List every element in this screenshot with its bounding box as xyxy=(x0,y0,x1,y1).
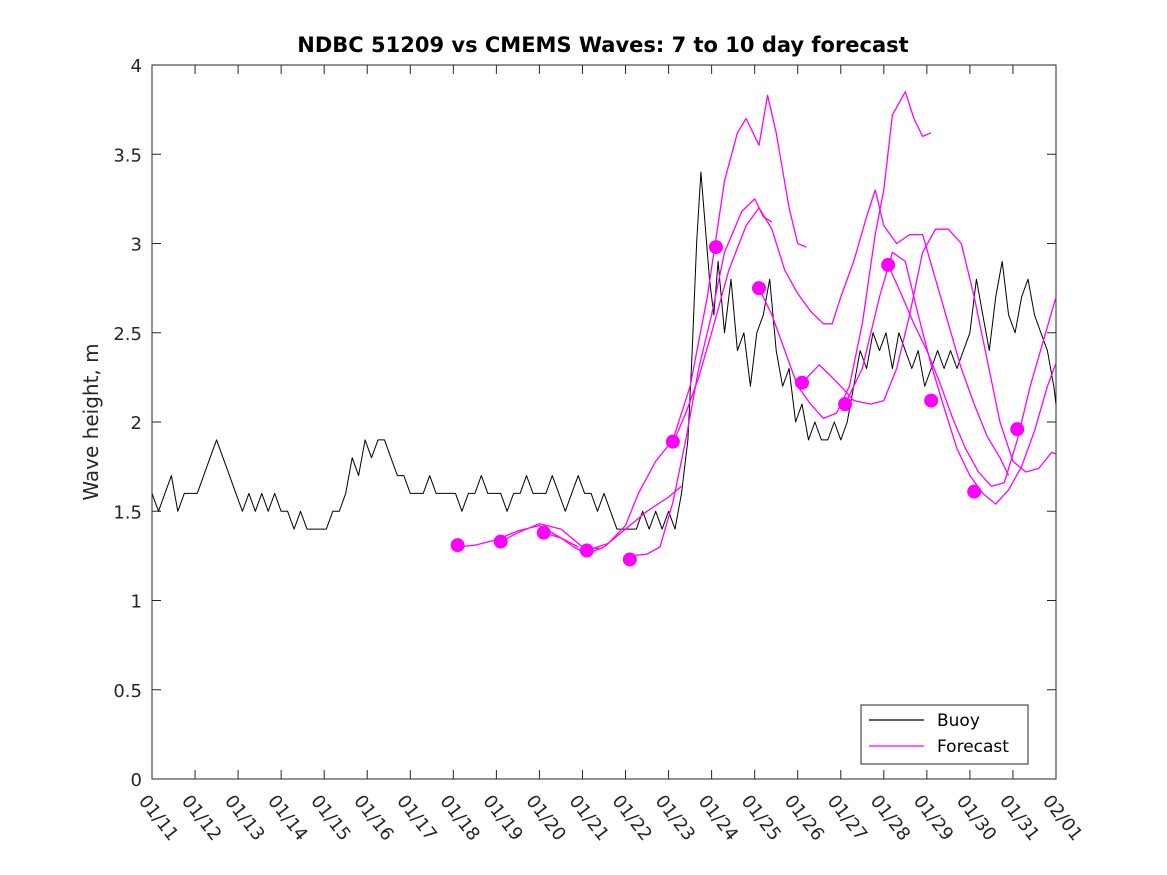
x-tick-label: 01/21 xyxy=(565,791,613,845)
forecast-marker xyxy=(450,538,465,553)
x-tick-label: 01/20 xyxy=(521,791,569,845)
x-tick-label: 01/29 xyxy=(909,791,957,845)
forecast-marker xyxy=(838,397,853,412)
buoy-series xyxy=(151,171,1057,530)
x-tick-label: 01/18 xyxy=(435,791,483,845)
forecast-marker xyxy=(751,281,766,296)
x-tick-label: 01/24 xyxy=(694,791,742,845)
x-tick-label: 01/23 xyxy=(651,791,699,845)
x-tick-label: 01/17 xyxy=(392,791,440,845)
forecast-marker xyxy=(493,534,508,549)
forecast-markers xyxy=(450,240,1025,567)
y-axis-label: Wave height, m xyxy=(79,343,103,500)
x-tick-label: 01/30 xyxy=(952,791,1000,845)
x-tick-label: 01/26 xyxy=(780,791,828,845)
forecast-line xyxy=(672,189,1010,476)
y-tick-label: 3.5 xyxy=(113,145,142,166)
plot-area xyxy=(151,64,1057,780)
x-tick-label: 02/01 xyxy=(1038,791,1086,845)
forecast-line xyxy=(887,264,1057,487)
buoy-line xyxy=(151,171,1057,530)
axis-ticks xyxy=(151,64,1057,780)
y-tick-label: 1.5 xyxy=(113,502,142,523)
forecast-line xyxy=(758,91,932,420)
forecast-marker xyxy=(924,393,939,408)
legend-box xyxy=(860,704,1029,765)
x-tick-label: 01/11 xyxy=(134,791,182,845)
x-tick-label: 01/22 xyxy=(608,791,656,845)
legend-forecast-label: Forecast xyxy=(937,737,1009,757)
forecast-marker xyxy=(708,240,723,255)
forecast-line xyxy=(629,198,773,557)
forecast-marker xyxy=(665,434,680,449)
x-tick-label: 01/16 xyxy=(349,791,397,845)
y-tick-label: 0.5 xyxy=(113,681,142,702)
forecast-marker xyxy=(881,257,896,272)
x-tick-label: 01/13 xyxy=(220,791,268,845)
y-tick-label: 1 xyxy=(131,592,142,613)
x-tick-label: 01/15 xyxy=(306,791,354,845)
forecast-marker xyxy=(622,552,637,567)
forecast-marker xyxy=(967,484,982,499)
forecast-line xyxy=(801,228,1057,473)
legend-buoy-label: Buoy xyxy=(937,711,980,731)
y-tick-labels: 0 0.5 1 1.5 2 2.5 3 3.5 4 xyxy=(113,56,142,791)
x-tick-label: 01/31 xyxy=(995,791,1043,845)
x-tick-label: 01/14 xyxy=(263,791,311,845)
forecast-line xyxy=(543,485,682,555)
x-tick-label: 01/28 xyxy=(866,791,914,845)
x-tick-label: 01/25 xyxy=(737,791,785,845)
y-tick-label: 3 xyxy=(131,235,142,256)
forecast-marker xyxy=(1010,422,1025,437)
x-tick-label: 01/12 xyxy=(177,791,225,845)
chart-title: NDBC 51209 vs CMEMS Waves: 7 to 10 day f… xyxy=(297,33,908,57)
forecast-line xyxy=(586,94,807,552)
x-tick-label: 01/27 xyxy=(823,791,871,845)
y-tick-label: 2.5 xyxy=(113,324,142,345)
forecast-marker xyxy=(795,375,810,390)
forecast-marker xyxy=(579,543,594,558)
legend: Buoy Forecast xyxy=(860,704,1029,765)
x-tick-labels: 01/1101/1201/1301/1401/1501/1601/1701/18… xyxy=(134,791,1086,845)
y-tick-label: 2 xyxy=(131,413,142,434)
y-tick-label: 4 xyxy=(131,56,142,77)
forecast-marker xyxy=(536,525,551,540)
y-tick-label: 0 xyxy=(131,770,142,791)
x-tick-label: 01/19 xyxy=(478,791,526,845)
